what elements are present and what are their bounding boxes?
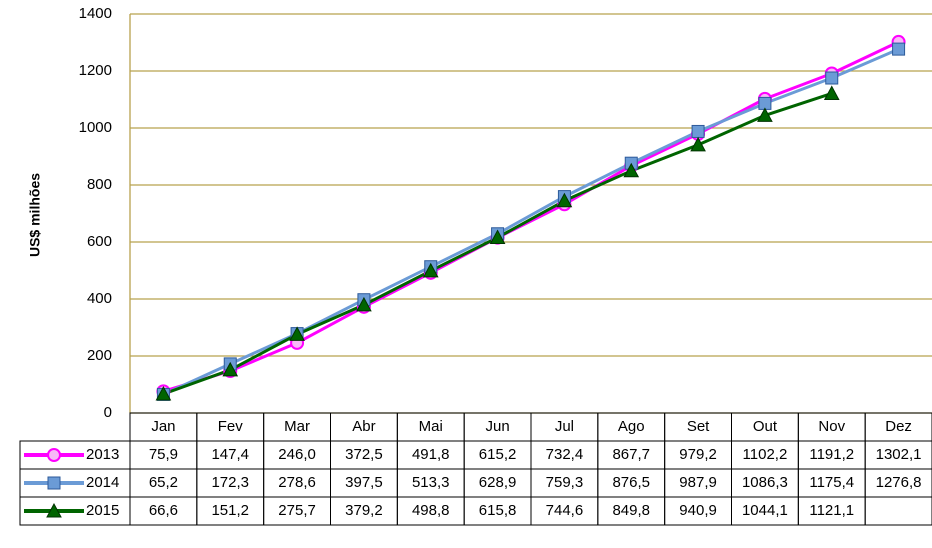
y-tick-label: 200 — [87, 347, 112, 364]
table-value: 397,5 — [345, 474, 383, 491]
table-cell — [864, 496, 932, 526]
table-value: 246,0 — [278, 446, 316, 463]
table-value: 849,8 — [612, 502, 650, 519]
y-axis-label: US$ milhões — [27, 173, 43, 257]
x-tick-label: Abr — [352, 418, 375, 435]
table-value: 940,9 — [679, 502, 717, 519]
x-tick-label: Dez — [885, 418, 912, 435]
table-value: 1191,2 — [809, 446, 854, 463]
marker — [46, 502, 62, 518]
table-value: 615,2 — [479, 446, 517, 463]
table-value: 1175,4 — [809, 474, 854, 491]
table-value: 1276,8 — [876, 474, 922, 491]
marker — [47, 476, 61, 490]
table-value: 498,8 — [412, 502, 450, 519]
legend-label: 2014 — [86, 474, 119, 491]
y-tick-label: 1400 — [79, 5, 112, 22]
x-tick-label: Mar — [284, 418, 310, 435]
y-tick-label: 600 — [87, 233, 112, 250]
y-tick-label: 800 — [87, 176, 112, 193]
table-value: 1086,3 — [742, 474, 788, 491]
table-value: 275,7 — [278, 502, 316, 519]
y-tick-label: 400 — [87, 290, 112, 307]
marker — [823, 85, 840, 100]
y-tick-label: 0 — [104, 404, 112, 421]
table-value: 66,6 — [149, 502, 178, 519]
marker — [422, 262, 439, 278]
table-value: 379,2 — [345, 502, 383, 519]
table-value: 491,8 — [412, 446, 450, 463]
table-value: 65,2 — [149, 474, 178, 491]
marker — [556, 192, 573, 208]
x-tick-label: Jan — [151, 418, 175, 435]
marker — [222, 361, 239, 377]
marker — [356, 296, 372, 312]
marker — [47, 448, 61, 462]
table-value: 979,2 — [679, 446, 717, 463]
x-tick-label: Jul — [555, 418, 574, 435]
table-value: 615,8 — [479, 502, 517, 519]
marker — [757, 107, 773, 122]
marker — [289, 326, 305, 341]
table-value: 1044,1 — [742, 502, 788, 519]
table-value: 151,2 — [211, 502, 249, 519]
x-tick-label: Ago — [618, 418, 645, 435]
legend-label: 2013 — [86, 446, 119, 463]
table-value: 1102,2 — [743, 446, 788, 463]
x-tick-label: Jun — [485, 418, 509, 435]
x-tick-label: Set — [687, 418, 710, 435]
x-tick-label: Mai — [419, 418, 443, 435]
marker — [623, 162, 640, 178]
marker — [825, 71, 839, 85]
marker — [155, 385, 172, 401]
marker — [691, 124, 705, 138]
x-tick-label: Nov — [818, 418, 845, 435]
table-value: 1121,1 — [809, 502, 854, 519]
table-value: 172,3 — [211, 474, 249, 491]
table-value: 147,4 — [211, 446, 249, 463]
table-value: 732,4 — [546, 446, 584, 463]
marker — [489, 229, 506, 244]
table-value: 513,3 — [412, 474, 450, 491]
table-value: 372,5 — [345, 446, 383, 463]
table-value: 628,9 — [479, 474, 517, 491]
table-value: 759,3 — [546, 474, 584, 491]
marker — [690, 136, 706, 152]
series-line — [162, 40, 900, 393]
x-tick-label: Fev — [218, 418, 244, 435]
y-tick-label: 1000 — [79, 119, 112, 136]
x-tick-label: Out — [753, 418, 778, 435]
table-value: 744,6 — [546, 502, 584, 519]
y-tick-label: 1200 — [79, 62, 112, 79]
table-value: 987,9 — [679, 474, 717, 491]
table-value: 876,5 — [612, 474, 650, 491]
table-value: 75,9 — [149, 446, 178, 463]
table-value: 867,7 — [612, 446, 650, 463]
table-value: 278,6 — [278, 474, 316, 491]
legend-label: 2015 — [86, 502, 119, 519]
marker — [892, 42, 906, 56]
table-value: 1302,1 — [876, 446, 922, 463]
